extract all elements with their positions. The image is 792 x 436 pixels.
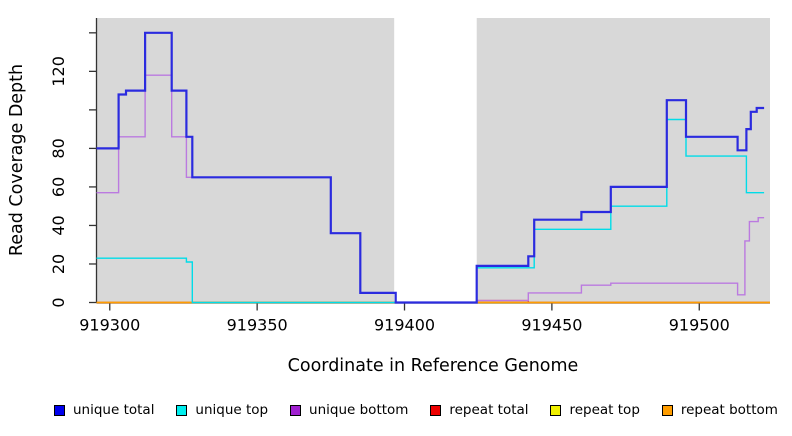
x-tick-label: 919500 xyxy=(669,316,730,335)
y-tick-label: 80 xyxy=(49,138,68,158)
legend-label: unique bottom xyxy=(309,402,409,418)
unique-top-swatch-icon xyxy=(176,404,188,416)
x-tick-label: 919450 xyxy=(521,316,582,335)
legend-item-repeat-total: repeat total xyxy=(430,402,529,418)
unique-bottom-swatch-icon xyxy=(290,404,302,416)
y-axis-title: Read Coverage Depth xyxy=(7,64,27,256)
x-tick-label: 919350 xyxy=(227,316,288,335)
y-tick-label: 60 xyxy=(49,177,68,197)
legend-item-repeat-top: repeat top xyxy=(550,402,640,418)
repeat-bottom-swatch-icon xyxy=(661,404,673,416)
y-tick-label: 20 xyxy=(49,254,68,274)
y-tick-label: 120 xyxy=(49,56,68,87)
x-tick-label: 919300 xyxy=(79,316,140,335)
legend-item-repeat-bottom: repeat bottom xyxy=(661,402,778,418)
unique-total-swatch-icon xyxy=(54,404,65,416)
repeat-total-swatch-icon xyxy=(430,404,442,416)
x-axis-title: Coordinate in Reference Genome xyxy=(288,356,579,376)
y-tick-label: 40 xyxy=(49,215,68,235)
x-tick-label: 919400 xyxy=(374,316,435,335)
legend-item-unique-bottom: unique bottom xyxy=(290,402,408,418)
legend-item-unique-total: unique total xyxy=(54,402,154,418)
y-tick-label: 0 xyxy=(49,297,68,307)
series-line-unique-total xyxy=(96,31,765,304)
highlight-band xyxy=(394,18,477,303)
legend-label: repeat top xyxy=(569,402,640,418)
legend-label: unique total xyxy=(73,402,155,418)
series-line-unique-top xyxy=(96,118,765,304)
legend: unique total unique top unique bottom repea… xyxy=(0,399,792,421)
legend-label: repeat total xyxy=(449,402,529,418)
legend-label: repeat bottom xyxy=(680,402,778,418)
legend-item-unique-top: unique top xyxy=(176,402,268,418)
repeat-top-swatch-icon xyxy=(550,404,562,416)
legend-label: unique top xyxy=(195,402,269,418)
